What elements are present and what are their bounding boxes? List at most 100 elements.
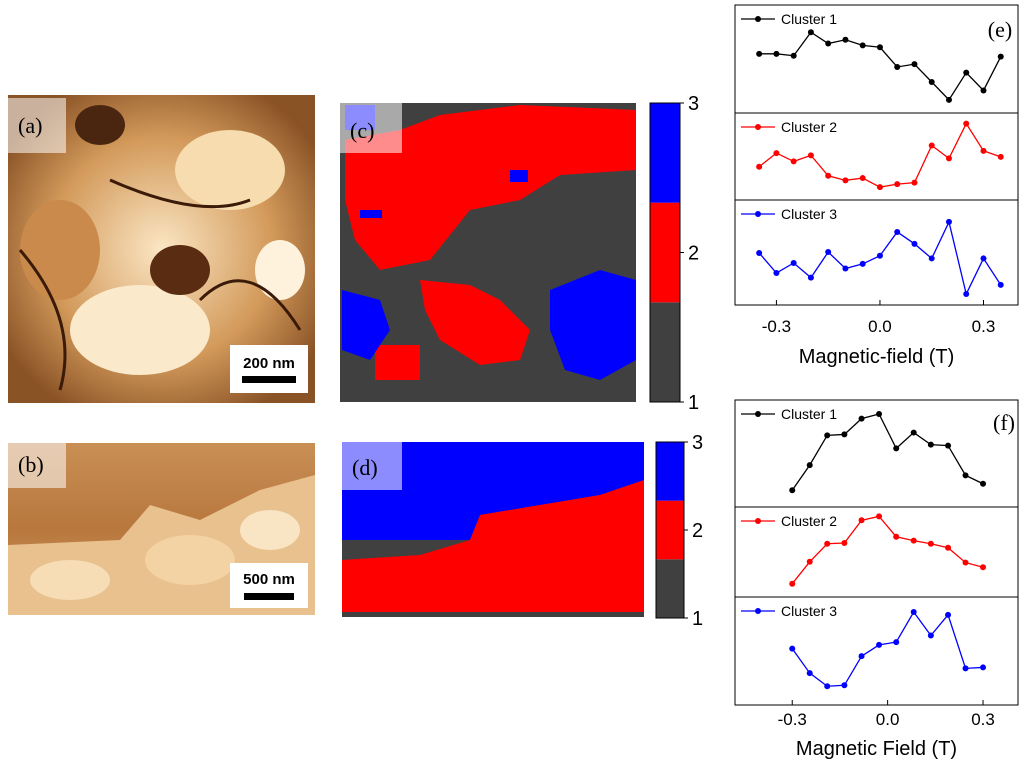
- data-point: [773, 270, 779, 276]
- colorbar-tick-label: 1: [688, 392, 699, 414]
- data-point: [877, 253, 883, 259]
- colorbar-band: [656, 559, 684, 618]
- x-axis-label: Magnetic-field (T): [799, 346, 955, 368]
- data-point: [963, 121, 969, 127]
- data-point: [963, 560, 969, 566]
- data-point: [893, 534, 899, 540]
- data-point: [911, 241, 917, 247]
- data-point: [756, 164, 762, 170]
- data-point: [893, 639, 899, 645]
- data-point: [807, 559, 813, 565]
- data-point: [877, 44, 883, 50]
- panel-label: (f): [993, 410, 1015, 435]
- data-point: [929, 255, 935, 261]
- legend-label: Cluster 2: [781, 119, 837, 135]
- legend-marker: [755, 16, 761, 22]
- panel-label: (e): [988, 17, 1012, 42]
- data-point: [998, 54, 1004, 60]
- data-point: [807, 462, 813, 468]
- data-point: [911, 61, 917, 67]
- x-axis-label: Magnetic Field (T): [796, 738, 957, 760]
- data-point: [791, 53, 797, 59]
- data-point: [894, 64, 900, 70]
- data-point: [911, 538, 917, 544]
- data-point: [963, 472, 969, 478]
- data-point: [773, 150, 779, 156]
- colorbar-tick-label: 1: [692, 608, 703, 630]
- data-point: [789, 581, 795, 587]
- data-point: [980, 148, 986, 154]
- data-point: [808, 29, 814, 35]
- data-point: [911, 609, 917, 615]
- colorbar-band: [656, 442, 684, 501]
- data-point: [911, 430, 917, 436]
- data-point: [825, 249, 831, 255]
- data-point: [841, 682, 847, 688]
- legend-marker: [755, 124, 761, 130]
- panel-tag-b: (b): [8, 443, 66, 488]
- data-point: [946, 97, 952, 103]
- data-point: [980, 481, 986, 487]
- x-tick-label: 0.0: [868, 317, 892, 336]
- colorbar-tick-label: 2: [692, 520, 703, 542]
- x-tick-label: 0.0: [876, 710, 900, 729]
- data-point: [928, 541, 934, 547]
- data-point: [756, 250, 762, 256]
- data-point: [928, 442, 934, 448]
- data-point: [808, 152, 814, 158]
- data-point: [824, 541, 830, 547]
- colorbar-band: [656, 501, 684, 560]
- colorbar-tick-label: 3: [688, 93, 699, 115]
- colorbar-band: [650, 103, 680, 203]
- panel-label: (d): [352, 455, 378, 480]
- legend-label: Cluster 2: [781, 513, 837, 529]
- data-point: [980, 564, 986, 570]
- data-point: [929, 79, 935, 85]
- data-point: [842, 177, 848, 183]
- panel-tag-c: (c): [340, 103, 402, 153]
- data-point: [876, 513, 882, 519]
- data-point: [773, 51, 779, 57]
- legend-marker: [755, 411, 761, 417]
- data-point: [945, 612, 951, 618]
- data-point: [945, 545, 951, 551]
- data-point: [963, 665, 969, 671]
- data-point: [877, 184, 883, 190]
- legend-label: Cluster 3: [781, 206, 837, 222]
- data-point: [928, 633, 934, 639]
- data-point: [998, 282, 1004, 288]
- plot-frame: [735, 400, 1018, 705]
- data-point: [860, 261, 866, 267]
- data-point: [946, 219, 952, 225]
- legend-marker: [755, 211, 761, 217]
- panel-tag-a: (a): [8, 98, 66, 153]
- panel-tag-d: (d): [342, 442, 402, 490]
- data-point: [980, 87, 986, 93]
- data-point: [876, 411, 882, 417]
- data-point: [946, 155, 952, 161]
- data-point: [876, 642, 882, 648]
- x-tick-label: -0.3: [778, 710, 807, 729]
- panel-label: (c): [350, 118, 374, 143]
- panel-label: (b): [18, 452, 44, 477]
- data-point: [842, 265, 848, 271]
- legend-marker: [755, 608, 761, 614]
- colorbar-band: [650, 302, 680, 402]
- data-point: [791, 260, 797, 266]
- legend-label: Cluster 3: [781, 603, 837, 619]
- data-point: [841, 540, 847, 546]
- data-point: [963, 291, 969, 297]
- series-line: [792, 612, 983, 686]
- data-point: [945, 443, 951, 449]
- scale-bar-a: 200 nm: [230, 345, 308, 393]
- data-point: [789, 487, 795, 493]
- x-tick-label: -0.3: [762, 317, 791, 336]
- data-point: [756, 51, 762, 57]
- legend-label: Cluster 1: [781, 11, 837, 27]
- data-point: [860, 175, 866, 181]
- series-line: [759, 32, 1001, 100]
- data-point: [998, 154, 1004, 160]
- x-tick-label: 0.3: [972, 317, 996, 336]
- scale-bar-b: 500 nm: [230, 563, 308, 608]
- data-point: [808, 275, 814, 281]
